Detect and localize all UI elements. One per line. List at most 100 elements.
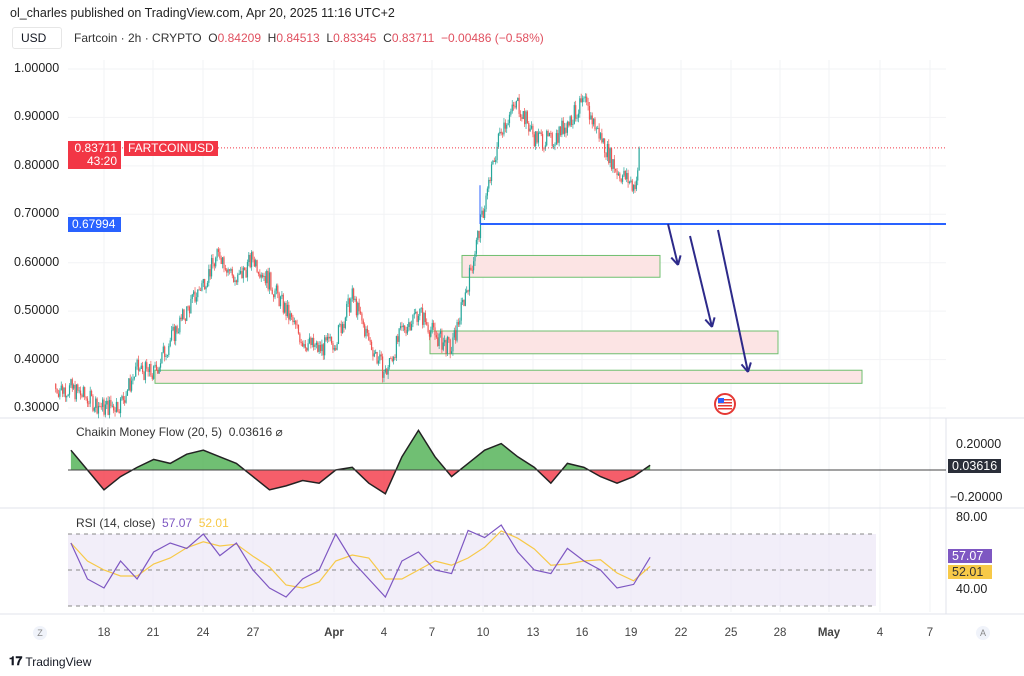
candle-body — [421, 307, 424, 325]
candle-body — [455, 330, 457, 341]
candle-body — [383, 371, 385, 378]
time-tick: May — [817, 627, 841, 639]
candle-body — [346, 303, 348, 318]
rsi-legend: RSI (14, close) 57.07 52.01 — [76, 516, 229, 530]
time-tick: 7 — [926, 627, 934, 639]
us-flag-event-icon[interactable] — [714, 393, 736, 415]
candle-body — [464, 292, 466, 306]
candle-body — [488, 179, 490, 189]
candle-body — [133, 376, 135, 379]
candle-body — [55, 383, 57, 389]
candle-body — [71, 379, 73, 389]
candle-body — [426, 322, 428, 325]
candle-body — [617, 173, 620, 176]
candle-body — [353, 288, 355, 301]
rsi-value: 57.07 — [162, 516, 193, 530]
ticker-badge: FARTCOINUSD — [124, 141, 218, 156]
candle-body — [306, 348, 308, 351]
candle-body — [526, 111, 529, 124]
demand-zone — [461, 254, 661, 278]
candle-body — [213, 263, 215, 267]
symbol-name[interactable]: Fartcoin · 2h · CRYPTO — [74, 31, 202, 45]
candle-body — [325, 337, 327, 341]
candle-body — [630, 180, 632, 182]
candle-body — [439, 331, 442, 334]
candle-body — [82, 387, 84, 397]
candle-body — [268, 272, 271, 290]
cmf-tick: −0.20000 — [950, 490, 1003, 504]
candle-body — [497, 133, 500, 147]
candle-body — [388, 358, 391, 368]
candle-body — [329, 336, 331, 339]
candle-body — [495, 160, 497, 162]
candle-body — [219, 251, 221, 258]
candle-body — [550, 133, 552, 134]
candle-body — [435, 335, 437, 338]
candle-body — [110, 399, 112, 407]
candle-body — [106, 400, 108, 405]
low-label: L — [326, 31, 334, 45]
down-arrow — [717, 229, 752, 373]
candle-body — [66, 395, 68, 398]
candle-body — [566, 121, 568, 133]
candle-body — [479, 214, 482, 239]
candle-body — [554, 144, 556, 146]
zoom-reset-button[interactable]: Z — [33, 626, 47, 640]
price-tick: 1.00000 — [14, 61, 60, 75]
level-badge: 0.67994 — [68, 217, 121, 232]
candle-body — [231, 269, 233, 276]
candle-body — [601, 133, 603, 143]
candle-body — [373, 353, 375, 357]
candle-body — [199, 290, 202, 291]
candle-body — [302, 342, 304, 347]
candle-body — [359, 311, 362, 314]
candle-body — [397, 336, 399, 342]
candle-body — [212, 257, 214, 264]
candle-body — [180, 317, 182, 320]
candle-body — [148, 363, 151, 372]
candle-body — [79, 390, 82, 396]
candle-body — [135, 366, 137, 377]
candle-body — [97, 405, 100, 414]
candle-body — [377, 360, 380, 364]
candle-body — [634, 184, 636, 190]
auto-scale-button[interactable]: A — [976, 626, 990, 640]
candle-body — [194, 291, 196, 302]
candle-body — [424, 312, 426, 323]
candle-body — [108, 399, 111, 415]
candle-body — [150, 363, 152, 376]
candle-body — [576, 117, 578, 119]
high-label: H — [267, 31, 277, 45]
candle-body — [67, 394, 69, 396]
candle-body — [365, 328, 367, 337]
candle-body — [369, 340, 371, 342]
candle-body — [598, 127, 600, 139]
candle-body — [177, 332, 180, 334]
candle-body — [238, 273, 240, 275]
candle-body — [223, 257, 225, 269]
candle-body — [170, 330, 173, 341]
open-value: 0.84209 — [217, 31, 261, 45]
candle-body — [410, 324, 413, 331]
currency-button[interactable]: USD — [12, 27, 62, 49]
candle-body — [380, 354, 382, 357]
low-value: 0.83345 — [333, 31, 377, 45]
rsi-ma-value: 52.01 — [198, 516, 229, 530]
candle-body — [187, 306, 189, 308]
candle-body — [420, 307, 422, 309]
candle-body — [89, 390, 91, 404]
candle-body — [293, 320, 295, 323]
candle-body — [271, 289, 273, 295]
candle-body — [186, 306, 188, 321]
candle-body — [631, 180, 633, 191]
hide-icon[interactable]: ⌀ — [275, 425, 283, 439]
candle-body — [506, 125, 508, 129]
candle-body — [524, 111, 526, 125]
candle-body — [321, 344, 323, 352]
price-tick: 0.70000 — [14, 206, 60, 221]
candle-body — [569, 116, 571, 126]
candle-body — [624, 170, 626, 180]
candle-body — [228, 269, 231, 271]
price-tick: 0.40000 — [14, 351, 60, 366]
